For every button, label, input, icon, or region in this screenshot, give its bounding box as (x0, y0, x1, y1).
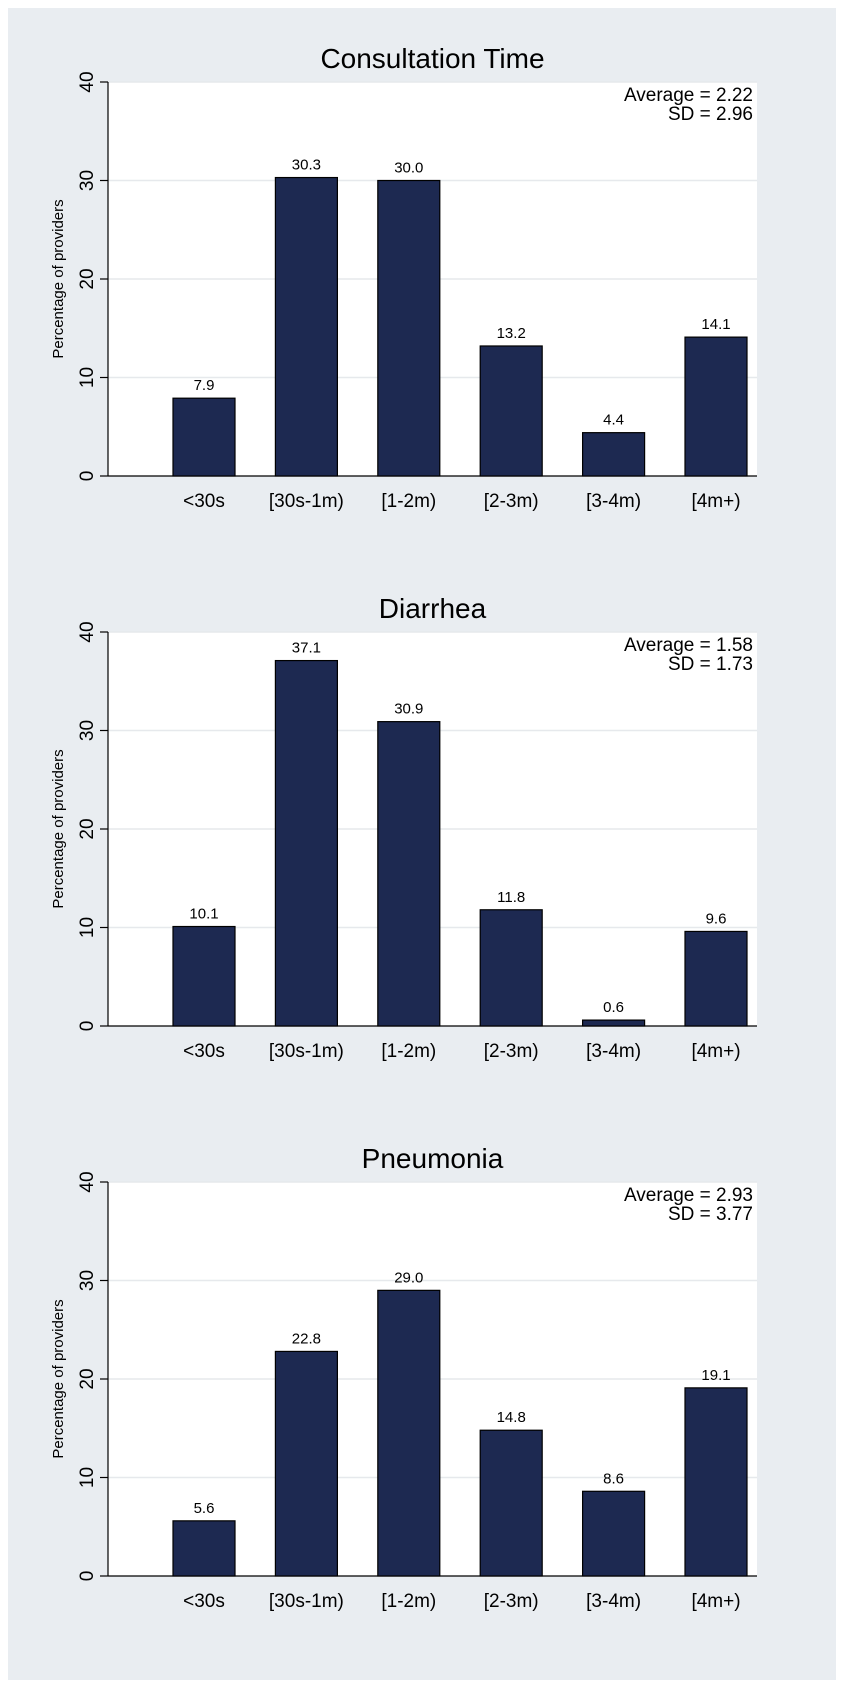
data-label: 19.1 (701, 1367, 730, 1384)
bar (274, 1350, 338, 1577)
y-tick-label: 40 (77, 621, 98, 642)
y-tick-label: 20 (77, 818, 98, 839)
data-label: 11.8 (497, 889, 525, 906)
x-tick-label: [4m+) (691, 1041, 740, 1062)
x-tick-label: [3-4m) (586, 491, 641, 512)
data-label: 8.6 (603, 1470, 624, 1487)
sd-label: SD = 3.77 (668, 1204, 753, 1225)
data-label: 0.6 (603, 999, 624, 1016)
bar (172, 1520, 236, 1577)
y-tick-label: 40 (77, 71, 98, 92)
y-tick-label: 40 (77, 1171, 98, 1192)
bar (684, 930, 748, 1027)
data-label: 37.1 (292, 640, 321, 657)
bar (684, 336, 748, 477)
data-label: 5.6 (194, 1500, 215, 1517)
data-label: 13.2 (497, 325, 526, 342)
y-tick-label: 30 (77, 720, 98, 741)
x-tick-label: [2-3m) (484, 1591, 539, 1612)
average-label: Average = 2.22 (624, 85, 753, 106)
y-axis-label: Percentage of providers (50, 749, 67, 908)
bar (581, 1490, 646, 1577)
x-tick-label: <30s (183, 1591, 225, 1612)
data-label: 9.6 (706, 910, 727, 927)
y-tick-label: 10 (77, 367, 98, 388)
bar (172, 397, 236, 477)
x-tick-label: [30s-1m) (269, 491, 344, 512)
bar (172, 925, 236, 1027)
chart-title: Consultation Time (320, 43, 544, 74)
x-tick-label: [1-2m) (381, 1041, 436, 1062)
bar (274, 176, 338, 477)
x-tick-label: [1-2m) (381, 491, 436, 512)
y-tick-label: 0 (77, 1021, 98, 1032)
data-label: 30.9 (394, 701, 423, 718)
y-tick-label: 10 (77, 917, 98, 938)
bar (684, 1387, 748, 1577)
y-tick-label: 20 (77, 268, 98, 289)
x-tick-label: [4m+) (691, 491, 740, 512)
x-tick-label: [4m+) (691, 1591, 740, 1612)
sd-label: SD = 1.73 (668, 654, 753, 675)
bar (479, 345, 543, 477)
x-tick-label: [30s-1m) (269, 1041, 344, 1062)
average-label: Average = 2.93 (624, 1185, 753, 1206)
data-label: 22.8 (292, 1330, 321, 1347)
chart-title: Pneumonia (362, 1143, 504, 1174)
data-label: 4.4 (603, 412, 624, 429)
data-label: 30.3 (292, 157, 321, 174)
x-tick-label: [2-3m) (484, 491, 539, 512)
y-tick-label: 0 (77, 471, 98, 482)
x-tick-label: [3-4m) (586, 1041, 641, 1062)
bar (581, 432, 646, 477)
x-tick-label: [2-3m) (484, 1041, 539, 1062)
data-label: 29.0 (394, 1269, 423, 1286)
data-label: 14.8 (497, 1409, 526, 1426)
bar (377, 179, 441, 477)
y-tick-label: 30 (77, 1270, 98, 1291)
sd-label: SD = 2.96 (668, 104, 753, 125)
y-axis-label: Percentage of providers (50, 199, 67, 358)
bar (377, 721, 441, 1027)
data-label: 10.1 (189, 906, 218, 923)
bar (377, 1289, 441, 1577)
x-tick-label: <30s (183, 491, 225, 512)
data-label: 7.9 (194, 377, 215, 394)
x-tick-label: <30s (183, 1041, 225, 1062)
bar (479, 909, 543, 1027)
y-tick-label: 30 (77, 170, 98, 191)
x-tick-label: [1-2m) (381, 1591, 436, 1612)
x-tick-label: [30s-1m) (269, 1591, 344, 1612)
y-tick-label: 20 (77, 1368, 98, 1389)
chart-title: Diarrhea (379, 593, 487, 624)
y-axis-label: Percentage of providers (50, 1299, 67, 1458)
data-label: 30.0 (394, 160, 423, 177)
y-tick-label: 10 (77, 1467, 98, 1488)
data-label: 14.1 (701, 316, 730, 333)
average-label: Average = 1.58 (624, 635, 753, 656)
x-tick-label: [3-4m) (586, 1591, 641, 1612)
bar (479, 1429, 543, 1577)
bar (274, 659, 338, 1027)
y-tick-label: 0 (77, 1571, 98, 1582)
bar (581, 1019, 646, 1027)
